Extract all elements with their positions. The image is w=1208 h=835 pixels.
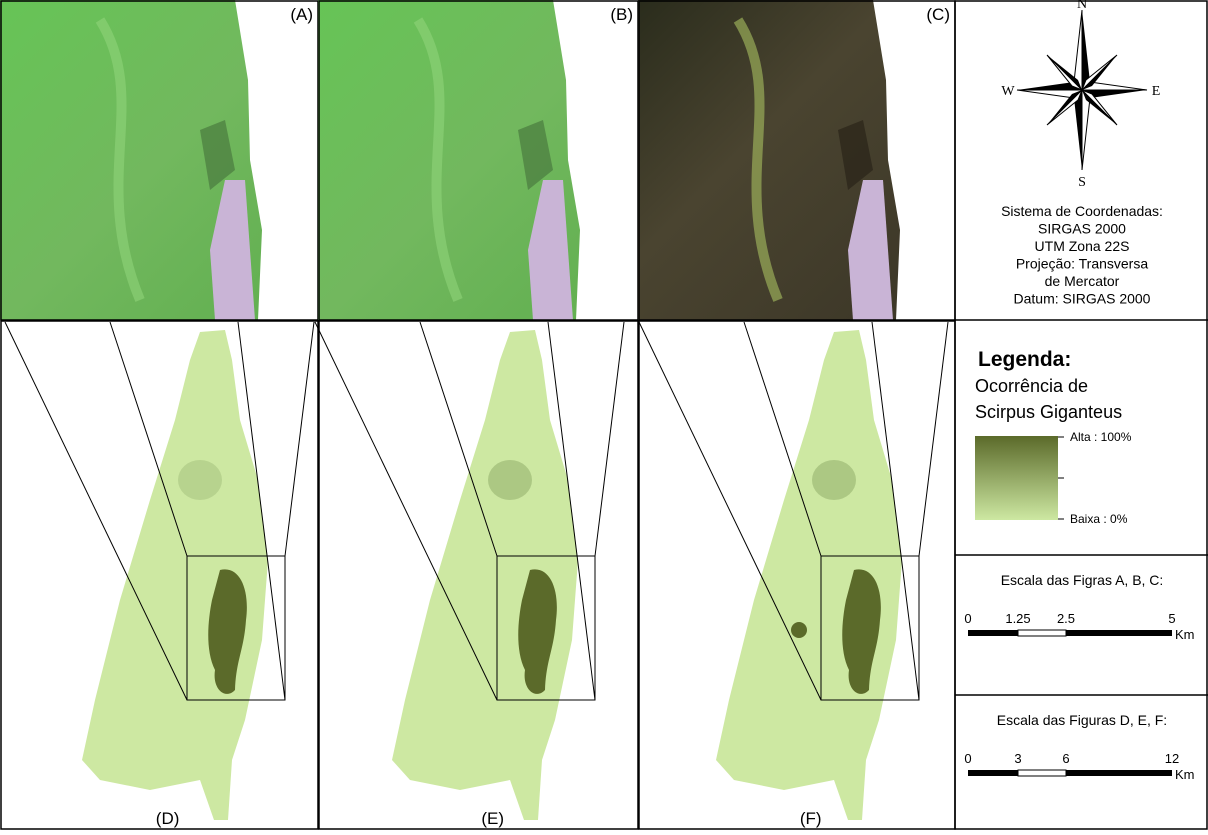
panel-label: (C) [926, 5, 950, 24]
study-area [82, 330, 268, 820]
compass-s: S [1078, 175, 1086, 190]
medium-occurrence [791, 622, 807, 638]
panel-label: (B) [610, 5, 633, 24]
study-area [392, 330, 578, 820]
panel-label: (D) [156, 809, 180, 828]
scale-title: Escala das Figras A, B, C: [1001, 572, 1164, 588]
compass-rose: N S W E [1001, 0, 1160, 190]
scale-tick-label: 3 [1014, 751, 1021, 766]
legend-low: Baixa : 0% [1070, 512, 1128, 526]
compass-w: W [1001, 84, 1015, 99]
zoom-line [919, 322, 948, 556]
compass-n: N [1077, 0, 1087, 12]
satellite-panels: (A) (B) (C) [0, 0, 955, 320]
legend-title: Legenda: [978, 348, 1071, 371]
occurrence-map [5, 322, 314, 820]
scale-unit: Km [1175, 627, 1195, 642]
coordinate-line: UTM Zona 22S [1035, 238, 1130, 254]
scale-segment [968, 770, 1018, 776]
panel-label: (A) [290, 5, 313, 24]
scale-segment [1066, 630, 1172, 636]
occurrence-panels: (D) (E) (F) [1, 321, 955, 829]
scale-unit: Km [1175, 767, 1195, 782]
legend-subtitle: Ocorrência de [975, 376, 1088, 396]
map-figure: (A) (B) (C) (D) (E) (F) N S W E Sistema de C… [0, 0, 1208, 830]
panel-label: (F) [800, 809, 822, 828]
scale-tick-label: 1.25 [1005, 611, 1030, 626]
legend-gradient [975, 436, 1058, 520]
medium-occurrence [178, 460, 222, 500]
coordinate-line: SIRGAS 2000 [1038, 221, 1126, 237]
scale-tick-label: 5 [1168, 611, 1175, 626]
scale-tick-label: 6 [1062, 751, 1069, 766]
scale-title: Escala das Figuras D, E, F: [997, 712, 1167, 728]
legend-subtitle: Scirpus Giganteus [975, 402, 1122, 422]
scale-segment [1018, 770, 1066, 776]
zoom-line [285, 322, 314, 556]
compass-e: E [1152, 84, 1161, 99]
scale-tick-label: 0 [964, 611, 971, 626]
scale-segment [968, 630, 1018, 636]
medium-occurrence [812, 460, 856, 500]
zoom-line [595, 322, 624, 556]
coordinate-line: Datum: SIRGAS 2000 [1014, 291, 1151, 307]
scale-segment [1066, 770, 1172, 776]
coordinate-line: Sistema de Coordenadas: [1001, 203, 1163, 219]
panel-label: (E) [481, 809, 504, 828]
scale-tick-label: 2.5 [1057, 611, 1075, 626]
scale-tick-label: 0 [964, 751, 971, 766]
coordinate-line: Projeção: Transversa [1016, 256, 1148, 272]
occurrence-map [639, 322, 948, 820]
scale-tick-label: 12 [1165, 751, 1179, 766]
legend-high: Alta : 100% [1070, 430, 1132, 444]
legend: Legenda: Ocorrência de Scirpus Giganteus… [975, 348, 1132, 526]
coordinate-line: de Mercator [1045, 273, 1120, 289]
scale-segment [1018, 630, 1066, 636]
occurrence-map [315, 322, 624, 820]
medium-occurrence [488, 460, 532, 500]
study-area [716, 330, 902, 820]
